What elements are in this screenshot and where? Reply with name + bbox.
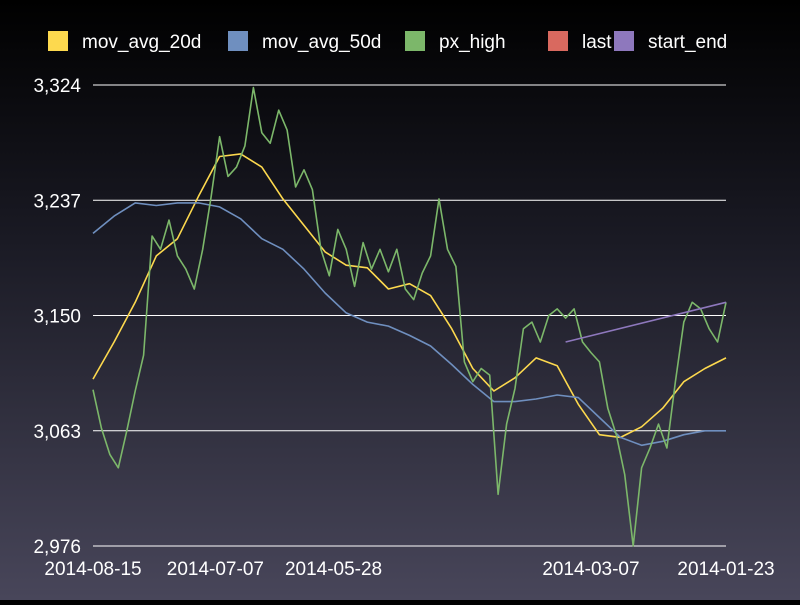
series-line-mov-avg-20d: [92, 153, 727, 439]
legend-label: px_high: [439, 32, 506, 53]
legend-swatch: [548, 31, 568, 51]
x-tick-label: 2014-05-28: [285, 559, 382, 580]
legend-label: mov_avg_50d: [262, 32, 381, 53]
y-tick-label: 3,324: [33, 76, 81, 97]
y-tick-label: 3,150: [33, 307, 81, 328]
legend-label: start_end: [648, 32, 727, 53]
gridlines: [93, 84, 726, 547]
x-tick-label: 2014-07-07: [167, 559, 264, 580]
x-tick-label: 2014-01-23: [677, 559, 774, 580]
y-tick-label: 3,237: [33, 191, 81, 212]
legend: mov_avg_20d mov_avg_50d px_high last start_e…: [48, 31, 727, 53]
x-tick-label: 2014-03-07: [542, 559, 639, 580]
series-line-start-end: [565, 301, 727, 343]
y-axis-tick-labels: 3,324 3,237 3,150 3,063 2,976: [33, 76, 81, 558]
y-tick-label: 3,063: [33, 422, 81, 443]
legend-swatch: [405, 31, 425, 51]
legend-swatch: [614, 31, 634, 51]
legend-swatch: [228, 31, 248, 51]
legend-label: last: [582, 32, 612, 53]
y-tick-label: 2,976: [33, 537, 81, 558]
x-axis-tick-labels: 2014-08-15 2014-07-07 2014-05-28 2014-03-07…: [44, 559, 774, 580]
series-line-mov-avg-50d: [92, 202, 726, 447]
legend-label: mov_avg_20d: [82, 32, 201, 53]
legend-swatch: [48, 31, 68, 51]
series-lines: [92, 86, 727, 547]
x-tick-label: 2014-08-15: [44, 559, 141, 580]
series-line-px-high: [92, 86, 727, 547]
